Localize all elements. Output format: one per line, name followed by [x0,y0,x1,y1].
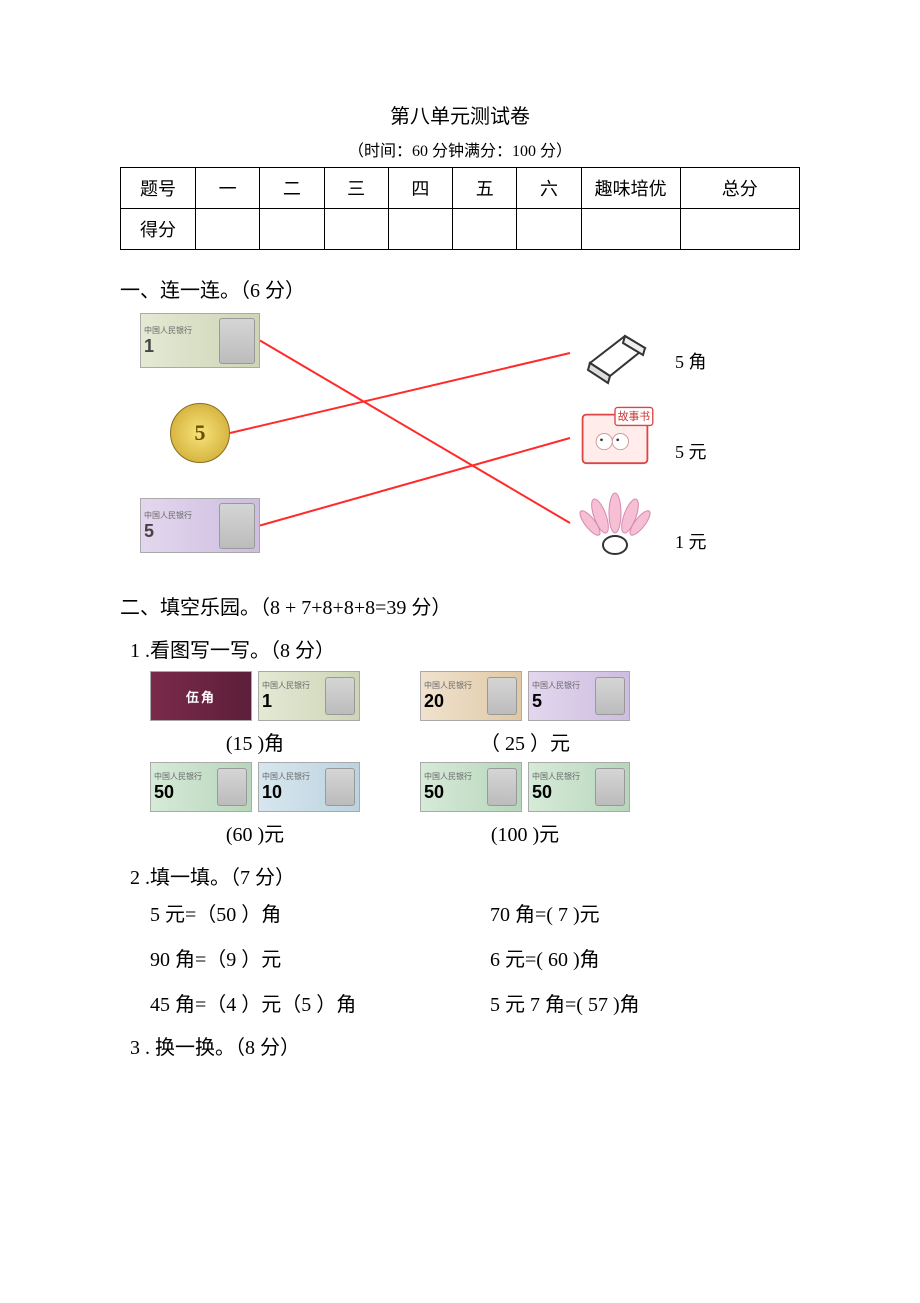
price-label: 5 元 [675,438,707,464]
q2-row: 伍角中国人民银行1 (15 )角 中国人民银行20中国人民银行5 （ 25 ）元 [150,671,800,756]
fill-item: 90 角=（9 ）元 [150,943,450,972]
table-row: 题号一二三四五六趣味培优总分 [121,168,800,209]
q2-row: 中国人民银行50中国人民银行10(60 )元中国人民银行50中国人民银行50(1… [150,762,800,847]
svg-text:故事书: 故事书 [618,410,651,423]
col-header: 总分 [680,168,799,209]
col-header: 趣味培优 [581,168,680,209]
price-label: 5 角 [675,348,707,374]
banknote: 中国人民银行50 [420,762,522,812]
q2-p1-body: 伍角中国人民银行1(15 )角中国人民银行20中国人民银行5（ 25 ）元中国人… [120,671,800,847]
page-title: 第八单元测试卷 [120,100,800,129]
banknote: 中国人民银行5 [140,498,260,553]
score-cell [680,209,799,250]
fill-item: 6 元=( 60 )角 [490,943,790,972]
coin: 5 [170,403,230,463]
q2-p2-heading: 2 .填一填。（7 分） [130,861,800,890]
q1-matching: 中国人民银行1 5 中国人民银行5 5 角故事书 5 元 1 元 [120,313,800,573]
answer-text: (15 )角 [226,727,284,756]
score-cell [260,209,324,250]
fill-item: 5 元 7 角=( 57 )角 [490,988,790,1017]
table-row: 得分 [121,209,800,250]
fill-item: 5 元=（50 ）角 [150,898,450,927]
bill-pair: 伍角中国人民银行1 (15 )角 [150,671,360,756]
q2-p1-heading: 1 .看图写一写。（8 分） [130,634,800,663]
banknote: 中国人民银行5 [528,671,630,721]
product-icon: 故事书 [570,403,660,473]
banknote: 伍角 [150,671,252,721]
banknote: 中国人民银行10 [258,762,360,812]
bill-pair: 中国人民银行50中国人民银行50 (100 )元 [420,762,630,847]
score-table: 题号一二三四五六趣味培优总分 得分 [120,167,800,250]
fill-item: 70 角=( 7 )元 [490,898,790,927]
score-cell [517,209,581,250]
price-label: 1 元 [675,528,707,554]
q2-heading: 二、填空乐园。（8 + 7+8+8+8=39 分） [120,591,800,620]
q2-p2-body: 5 元=（50 ）角 70 角=( 7 )元 90 角=（9 ）元 6 元=( 60 … [150,898,800,1017]
banknote: 中国人民银行20 [420,671,522,721]
score-cell [324,209,388,250]
row-label: 得分 [121,209,196,250]
product-icon [570,488,660,558]
bill-pair: 中国人民银行20中国人民银行5 （ 25 ）元 [420,671,630,756]
fill-item: 45 角=（4 ）元（5 ）角 [150,988,450,1017]
col-header: 一 [196,168,260,209]
col-header: 六 [517,168,581,209]
answer-text: (60 )元 [226,818,284,847]
row-label: 题号 [121,168,196,209]
product-icon [570,318,660,388]
col-header: 五 [453,168,517,209]
col-header: 二 [260,168,324,209]
col-header: 四 [388,168,452,209]
score-cell [388,209,452,250]
banknote: 中国人民银行50 [150,762,252,812]
q1-heading: 一、连一连。（6 分） [120,274,800,303]
answer-text: （ 25 ）元 [480,727,570,756]
banknote: 中国人民银行1 [140,313,260,368]
banknote: 中国人民银行50 [528,762,630,812]
score-cell [581,209,680,250]
score-cell [453,209,517,250]
col-header: 三 [324,168,388,209]
score-cell [196,209,260,250]
bill-pair: 中国人民银行50中国人民银行10 (60 )元 [150,762,360,847]
answer-text: (100 )元 [491,818,559,847]
q2-p3-heading: 3 . 换一换。（8 分） [130,1031,800,1060]
page-subtitle: （时间：60 分钟满分：100 分） [120,137,800,161]
banknote: 中国人民银行1 [258,671,360,721]
